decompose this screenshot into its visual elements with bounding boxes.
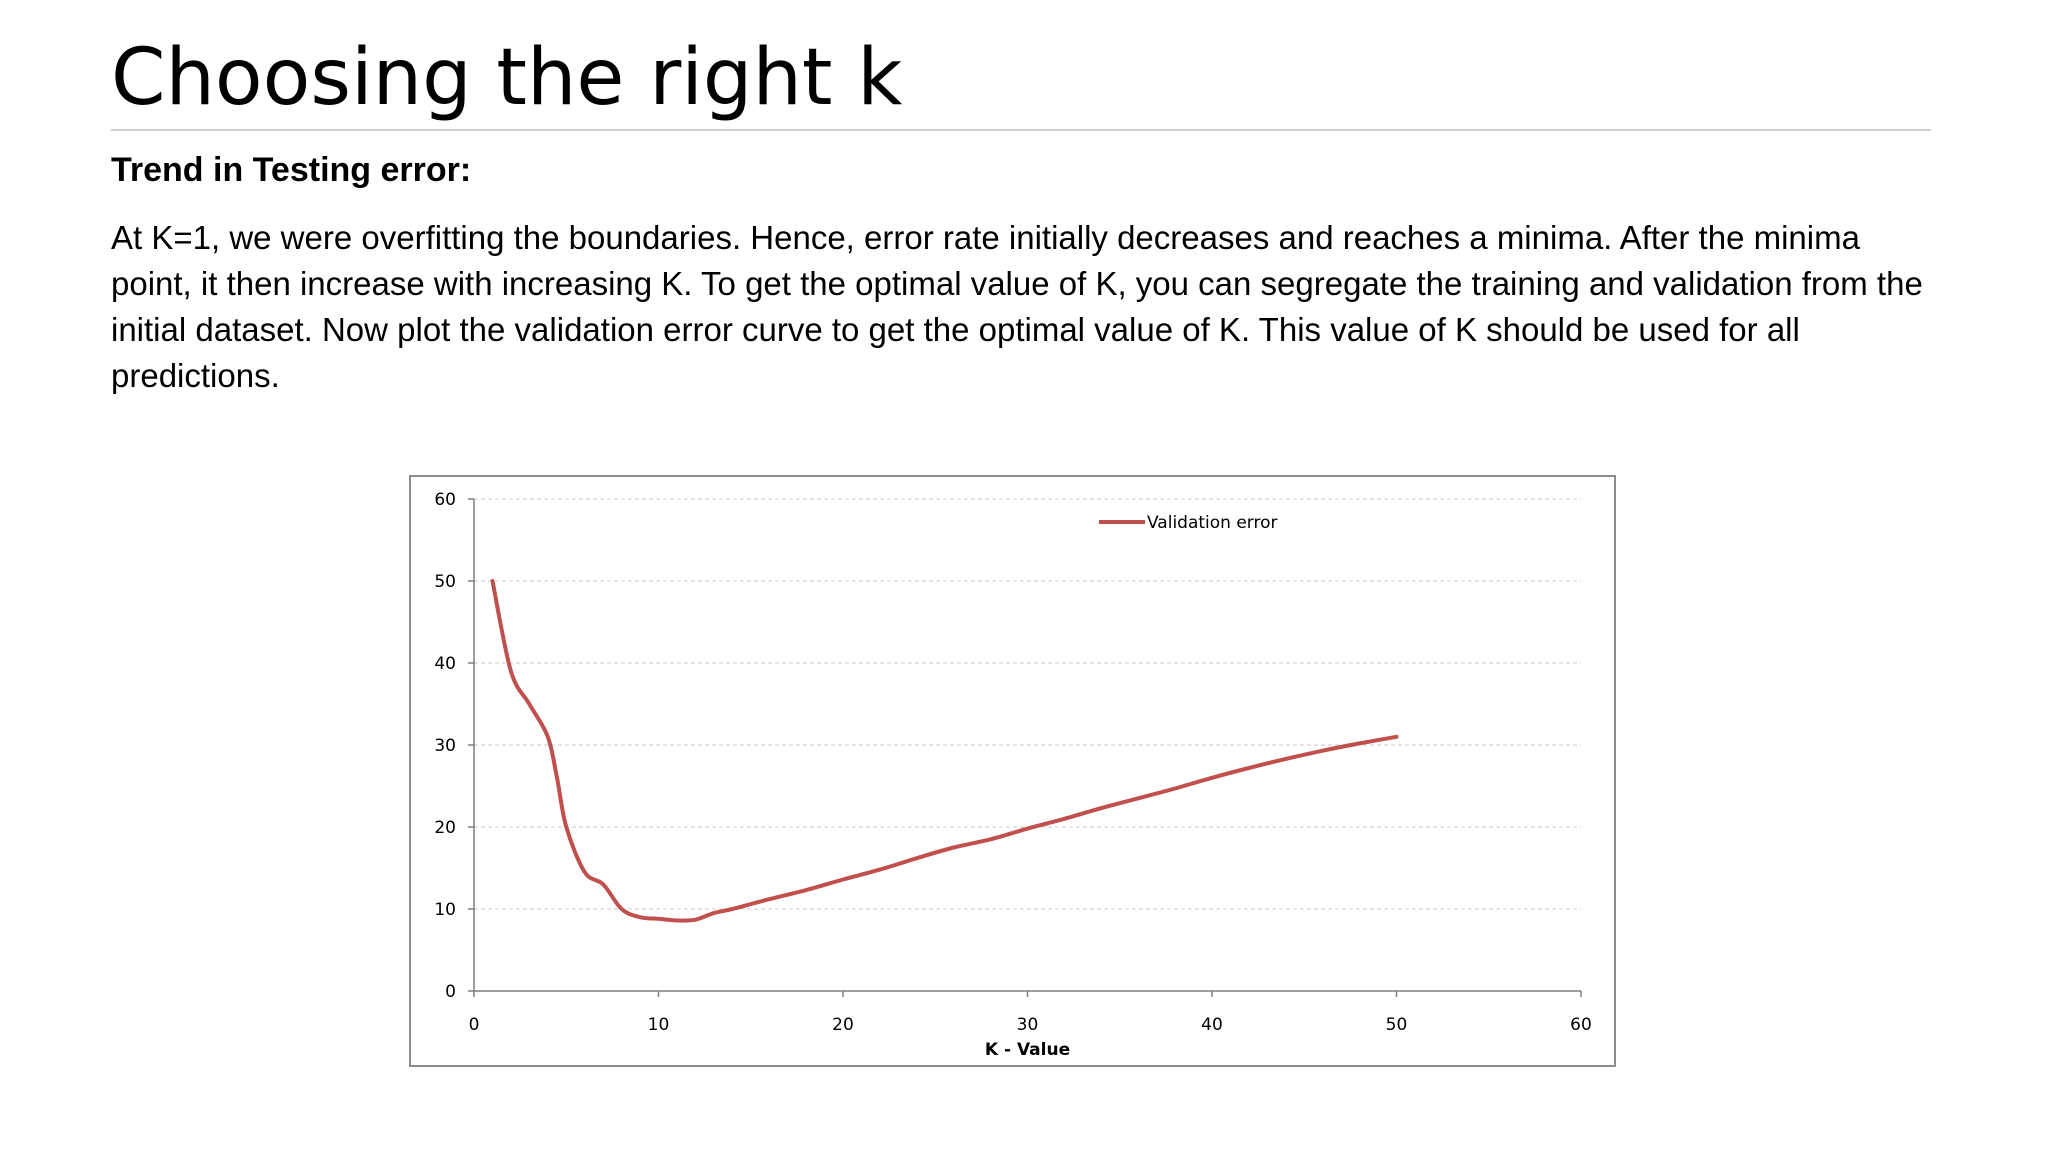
legend: Validation error bbox=[1099, 513, 1278, 533]
y-tick-label-40: 40 bbox=[434, 654, 456, 674]
legend-label-0: Validation error bbox=[1147, 513, 1278, 533]
x-tick-label-40: 40 bbox=[1201, 1015, 1223, 1035]
x-tick-label-20: 20 bbox=[832, 1015, 854, 1035]
body-paragraph: At K=1, we were overfitting the boundari… bbox=[111, 219, 1923, 394]
series-line-0 bbox=[490, 579, 1399, 923]
axes bbox=[468, 498, 1582, 997]
x-tick-label-60: 60 bbox=[1570, 1015, 1592, 1035]
x-tick-label-0: 0 bbox=[469, 1015, 480, 1035]
chart-frame: 0 10 20 30 40 50 60 0 10 20 30 40 50 60 Validation er… bbox=[409, 475, 1616, 1067]
section-subheading: Trend in Testing error: bbox=[111, 151, 472, 189]
y-tick-label-0: 0 bbox=[445, 982, 456, 1002]
y-tick-label-30: 30 bbox=[434, 736, 456, 756]
y-tick-label-20: 20 bbox=[434, 818, 456, 838]
validation-error-chart: 0 10 20 30 40 50 60 0 10 20 30 40 50 60 Validation er… bbox=[434, 490, 1591, 1060]
x-tick-label-50: 50 bbox=[1386, 1015, 1408, 1035]
y-tick-label-50: 50 bbox=[434, 572, 456, 592]
tick-labels: 0 10 20 30 40 50 60 0 10 20 30 40 50 60 bbox=[434, 490, 1591, 1035]
x-axis-title: K - Value bbox=[985, 1040, 1070, 1060]
x-tick-label-10: 10 bbox=[648, 1015, 670, 1035]
slide-title: Choosing the right k bbox=[111, 33, 903, 123]
y-tick-label-60: 60 bbox=[434, 490, 456, 510]
x-tick-label-30: 30 bbox=[1017, 1015, 1039, 1035]
title-divider bbox=[111, 129, 1931, 131]
grid-lines bbox=[474, 498, 1581, 910]
series-lines bbox=[490, 579, 1399, 923]
y-tick-label-10: 10 bbox=[434, 900, 456, 920]
